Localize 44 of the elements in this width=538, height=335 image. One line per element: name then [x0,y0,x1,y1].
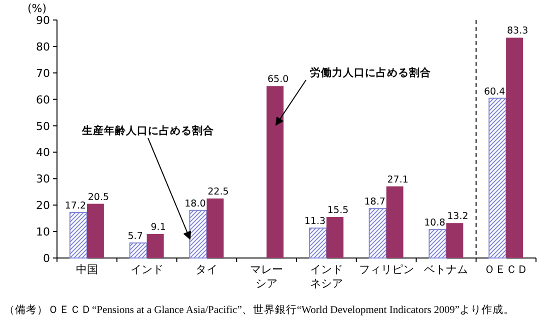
y-tick-label: 90 [36,14,50,27]
data-label: 13.2 [447,211,468,222]
y-axis-title: (%) [27,2,47,15]
data-label: 18.7 [364,196,386,208]
data-label: 11.3 [304,216,326,228]
y-tick-label: 60 [36,93,50,106]
data-label: 10.8 [424,217,446,228]
data-label: 83.3 [506,26,528,37]
data-label: 22.5 [208,186,229,198]
y-tick-label: 0 [43,252,50,265]
y-tick-label: 10 [36,226,50,239]
bar [206,198,224,258]
y-tick-label: 20 [36,199,50,212]
bar [446,223,464,258]
data-label: 65.0 [267,74,289,86]
annotation: 労働力人口に占める割合 [310,66,431,79]
y-tick-label: 30 [36,172,50,186]
bar [189,210,208,258]
bar [266,86,284,258]
y-tick-label: 50 [36,120,50,133]
text: （備考）ＯＥＣＤ“Pensions at a Glance Asia/Pacific”、世界銀行“World Development Indicators 2009”より作成。 [4,304,516,318]
data-label: 60.4 [484,86,506,98]
data-label: 20.5 [88,192,110,203]
bar [428,228,447,258]
bar [326,217,344,258]
data-label: 9.1 [150,222,166,233]
bar [129,242,148,258]
data-label: 18.0 [184,198,206,210]
y-tick-label: 70 [36,66,50,80]
bar [86,204,104,258]
y-tick-label: 40 [36,146,50,160]
bar [69,212,88,258]
data-label: 15.5 [327,205,349,216]
y-tick-label: 80 [36,40,50,54]
bar [308,228,327,258]
bar [386,186,404,258]
data-label: 5.7 [128,230,143,242]
bar [506,38,524,258]
annotation: 生産年齢人口に占める割合 [81,124,214,137]
bar [368,208,387,258]
data-label: 27.1 [387,174,408,186]
bar [488,98,507,258]
data-label: 17.2 [64,200,86,212]
bar [146,234,164,258]
